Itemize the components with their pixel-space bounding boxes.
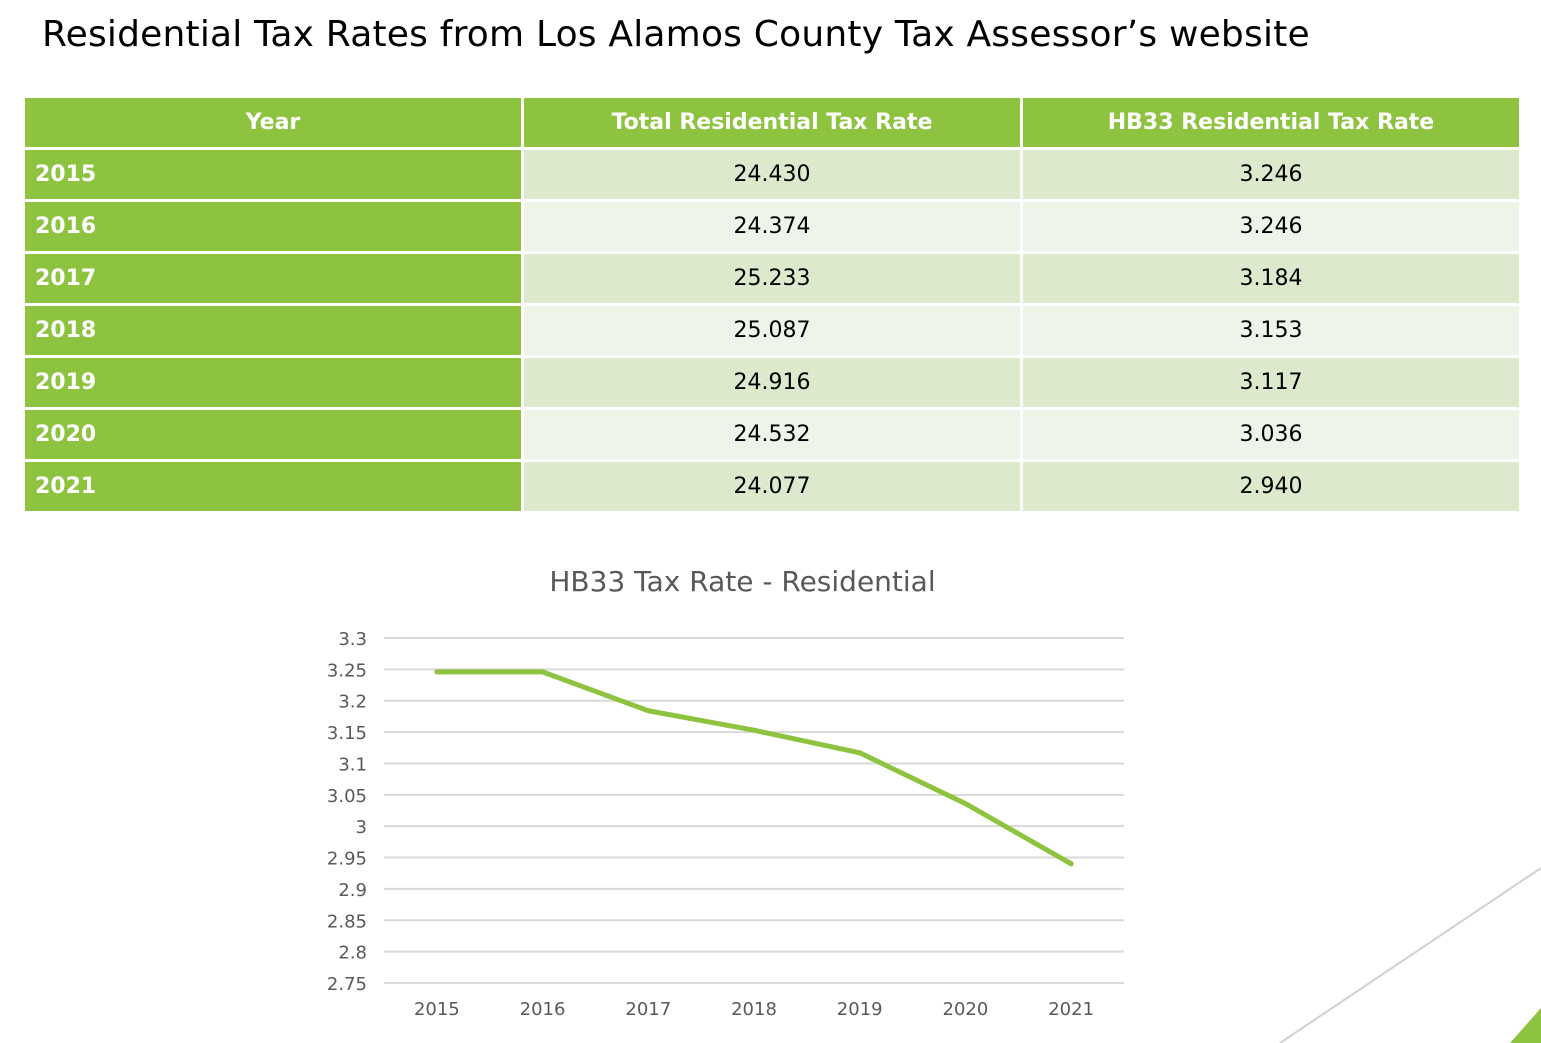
table-header-row: Year Total Residential Tax Rate HB33 Res… xyxy=(25,98,1519,147)
y-tick-label: 3.3 xyxy=(338,629,367,650)
table-row: 2016 24.374 3.246 xyxy=(25,202,1519,251)
data-point xyxy=(645,708,651,714)
y-tick-label: 3.2 xyxy=(338,692,367,713)
hb33-rate-cell: 3.153 xyxy=(1023,306,1519,355)
year-cell: 2015 xyxy=(25,150,521,199)
year-cell: 2016 xyxy=(25,202,521,251)
table-row: 2017 25.233 3.184 xyxy=(25,254,1519,303)
y-tick-label: 2.9 xyxy=(338,880,367,901)
hb33-rate-cell: 3.036 xyxy=(1023,410,1519,459)
decorative-green-triangle xyxy=(1510,1008,1541,1043)
y-tick-label: 2.85 xyxy=(327,911,367,932)
x-tick-label: 2020 xyxy=(943,999,989,1020)
year-cell: 2021 xyxy=(25,462,521,511)
data-point xyxy=(1068,861,1074,867)
total-rate-cell: 25.233 xyxy=(524,254,1020,303)
chart-title: HB33 Tax Rate - Residential xyxy=(549,565,936,598)
year-cell: 2017 xyxy=(25,254,521,303)
total-rate-cell: 24.532 xyxy=(524,410,1020,459)
y-tick-label: 3.05 xyxy=(327,786,367,807)
total-rate-cell: 24.430 xyxy=(524,150,1020,199)
page-title: Residential Tax Rates from Los Alamos Co… xyxy=(42,14,1310,55)
year-cell: 2020 xyxy=(25,410,521,459)
hb33-rate-cell: 2.940 xyxy=(1023,462,1519,511)
table-row: 2021 24.077 2.940 xyxy=(25,462,1519,511)
y-tick-label: 2.95 xyxy=(327,849,367,870)
data-point xyxy=(962,801,968,807)
hb33-line-chart: HB33 Tax Rate - Residential 3.3 3.25 3.2 3.… xyxy=(300,555,1160,1035)
x-tick-label: 2018 xyxy=(731,999,777,1020)
y-tick-label: 2.75 xyxy=(327,974,367,995)
total-rate-cell: 24.374 xyxy=(524,202,1020,251)
y-tick-label: 3.1 xyxy=(338,754,367,775)
chart-canvas: 3.3 3.25 3.2 3.15 3.1 3.05 3 2.95 2.9 2.85 2.8 2.75… xyxy=(327,629,1124,1020)
table-row: 2019 24.916 3.117 xyxy=(25,358,1519,407)
header-hb33-rate: HB33 Residential Tax Rate xyxy=(1023,98,1519,147)
data-point xyxy=(540,669,546,675)
tax-rates-table: Year Total Residential Tax Rate HB33 Res… xyxy=(22,95,1522,514)
data-point xyxy=(751,727,757,733)
x-tick-label: 2016 xyxy=(520,999,566,1020)
year-cell: 2019 xyxy=(25,358,521,407)
total-rate-cell: 25.087 xyxy=(524,306,1020,355)
decorative-diagonal-line xyxy=(1279,867,1541,1043)
hb33-rate-cell: 3.246 xyxy=(1023,202,1519,251)
y-tick-label: 3 xyxy=(356,817,367,838)
y-tick-label: 3.25 xyxy=(327,660,367,681)
x-tick-label: 2015 xyxy=(414,999,460,1020)
header-year: Year xyxy=(25,98,521,147)
hb33-rate-cell: 3.184 xyxy=(1023,254,1519,303)
table-row: 2018 25.087 3.153 xyxy=(25,306,1519,355)
table-row: 2015 24.430 3.246 xyxy=(25,150,1519,199)
year-cell: 2018 xyxy=(25,306,521,355)
x-tick-label: 2019 xyxy=(837,999,883,1020)
hb33-rate-cell: 3.246 xyxy=(1023,150,1519,199)
data-point xyxy=(857,750,863,756)
header-total-rate: Total Residential Tax Rate xyxy=(524,98,1020,147)
y-tick-label: 3.15 xyxy=(327,723,367,744)
total-rate-cell: 24.077 xyxy=(524,462,1020,511)
data-point xyxy=(434,669,440,675)
x-tick-label: 2017 xyxy=(625,999,671,1020)
y-tick-label: 2.8 xyxy=(338,943,367,964)
table-row: 2020 24.532 3.036 xyxy=(25,410,1519,459)
x-tick-label: 2021 xyxy=(1048,999,1094,1020)
total-rate-cell: 24.916 xyxy=(524,358,1020,407)
hb33-rate-cell: 3.117 xyxy=(1023,358,1519,407)
